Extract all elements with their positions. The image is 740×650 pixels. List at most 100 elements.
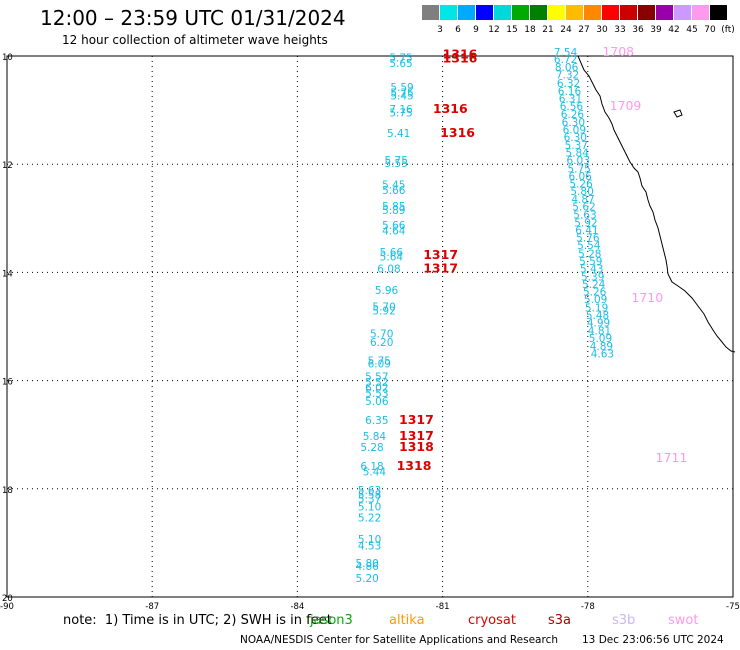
lon-tick-label: -87 <box>145 602 159 612</box>
wave-height-label: 5.43 <box>580 263 603 275</box>
wave-height-label: 5.96 <box>375 285 399 297</box>
wave-height-label: 4.63 <box>591 348 614 360</box>
color-scale-label: (ft) <box>721 25 735 35</box>
wave-height-label: 8.06 <box>555 62 579 74</box>
color-swatch <box>638 5 655 20</box>
wave-height-label: 7.54 <box>554 47 578 59</box>
color-swatch <box>440 5 457 20</box>
wave-height-label: 5.26 <box>583 287 607 299</box>
legend-item-altika: altika <box>389 613 425 628</box>
footnote: note: 1) Time is in UTC; 2) SWH is in fe… <box>63 613 332 628</box>
color-scale-label: 30 <box>596 25 608 35</box>
wave-height-label: 5.22 <box>358 512 381 524</box>
color-scale-label: 33 <box>614 25 626 35</box>
wave-height-label: 5.80 <box>355 558 378 570</box>
wave-height-label: 6.08 <box>377 263 400 275</box>
wave-height-label: 4.99 <box>587 318 610 330</box>
color-swatch <box>566 5 583 20</box>
color-scale-label: 9 <box>473 25 479 35</box>
wave-height-label: 5.65 <box>389 58 412 70</box>
color-swatch <box>512 5 529 20</box>
wave-height-label: 5.39 <box>581 272 604 284</box>
wave-height-label: 5.20 <box>355 573 378 585</box>
wave-height-label: 7.32 <box>556 70 579 82</box>
wave-height-label: 6.09 <box>563 124 586 136</box>
lat-tick-label: 18 <box>2 486 13 496</box>
axis-tick-labels: 10 12 14 16 18 20-90 -87 -84 -81 -78 -75 <box>0 53 740 612</box>
cryosat-orbit-label: 1318 <box>399 439 434 454</box>
wave-height-label: 5.28 <box>578 248 601 260</box>
wave-height-label: 6.30 <box>564 132 587 144</box>
wave-height-label: 5.85 <box>382 201 405 213</box>
wave-height-label: 6.35 <box>365 415 388 427</box>
cryosat-orbit-label: 1317 <box>423 247 458 262</box>
color-swatch <box>458 5 475 20</box>
wave-height-label: 5.54 <box>577 240 601 252</box>
wave-height-label: 4.64 <box>382 226 406 238</box>
color-scale-label: 70 <box>704 25 716 35</box>
color-swatch <box>422 5 439 20</box>
wave-height-label: 5.37 <box>565 140 588 152</box>
cryosat-orbit-label: 1317 <box>423 260 458 275</box>
wave-height-label: 6.26 <box>561 109 585 121</box>
wave-height-label: 5.76 <box>576 233 600 245</box>
wave-height-label: 5.19 <box>585 302 608 314</box>
lon-tick-label: -84 <box>290 602 304 612</box>
wave-height-label: 5.41 <box>387 128 410 140</box>
color-scale-label: 45 <box>686 25 698 35</box>
color-swatch <box>692 5 709 20</box>
wave-height-label: 6.41 <box>575 225 598 237</box>
wave-height-label: 5.48 <box>586 310 609 322</box>
color-scale-label: 36 <box>632 25 644 35</box>
wave-height-label: 5.70 <box>372 301 395 313</box>
wave-height-label: 6.30 <box>562 117 585 129</box>
wave-height-label: 5.75 <box>567 163 590 175</box>
legend-item-swot: swot <box>668 613 699 628</box>
credit-line: NOAA/NESDIS Center for Satellite Applica… <box>240 634 558 646</box>
swot-orbit-label: 1710 <box>631 290 663 305</box>
wave-height-labels: 5.755.655.595.755.457.165.755.415.755.55… <box>355 44 687 585</box>
wave-height-label: 4.86 <box>355 561 379 573</box>
wave-height-label: 5.59 <box>390 82 413 94</box>
color-scale-label: 6 <box>455 25 461 35</box>
color-swatch <box>476 5 493 20</box>
wave-height-label: 4.89 <box>590 341 613 353</box>
color-scale-label: 15 <box>506 25 518 35</box>
wave-height-label: 5.92 <box>574 217 597 229</box>
wave-height-label: 6.02 <box>365 382 388 394</box>
wave-height-label: 5.09 <box>589 333 612 345</box>
color-scale-label: 24 <box>560 25 572 35</box>
wave-height-label: 5.63 <box>358 485 381 497</box>
wave-height-label: 5.66 <box>382 220 406 232</box>
cryosat-orbit-label: 1318 <box>397 458 432 473</box>
legend-item-cryosat: cryosat <box>468 613 516 628</box>
wave-height-label: 6.06 <box>568 171 592 183</box>
lon-tick-label: -75 <box>726 602 740 612</box>
wave-height-label: 5.09 <box>584 294 607 306</box>
color-scale-label: 27 <box>578 25 590 35</box>
wave-height-label: 5.52 <box>365 377 388 389</box>
color-swatch <box>584 5 601 20</box>
legend-item-s3a: s3a <box>548 613 572 628</box>
wave-height-label: 6.20 <box>370 337 393 349</box>
color-scale-label: 3 <box>437 25 443 35</box>
wave-height-label: 6.18 <box>360 461 383 473</box>
lon-tick-label: -81 <box>436 602 450 612</box>
wave-height-label: 5.58 <box>358 490 381 502</box>
lon-tick-label: -78 <box>581 602 595 612</box>
wave-height-label: 7.16 <box>389 104 413 116</box>
color-swatch <box>494 5 511 20</box>
cryosat-orbit-label: 1316 <box>443 47 478 62</box>
cryosat-orbit-label: 1316 <box>440 125 475 140</box>
lat-tick-label: 20 <box>2 594 13 604</box>
wave-height-label: 5.45 <box>382 180 405 192</box>
wave-height-label: 4.87 <box>571 194 594 206</box>
wave-height-label: 5.89 <box>382 205 405 217</box>
wave-height-label: 5.66 <box>382 185 406 197</box>
color-swatch <box>602 5 619 20</box>
cryosat-orbit-label: 1316 <box>443 50 478 65</box>
lon-tick-label: -90 <box>0 602 14 612</box>
color-scale-label: 18 <box>524 25 536 35</box>
wave-height-label: 5.84 <box>363 431 387 443</box>
